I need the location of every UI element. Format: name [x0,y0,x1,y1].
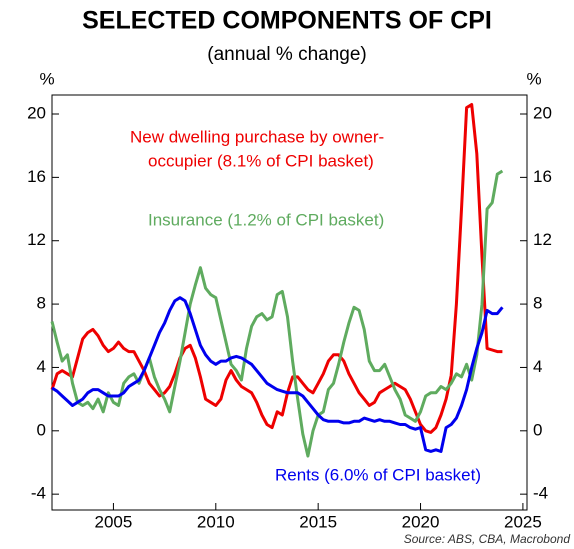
series-line [51,296,504,453]
y2-tick-label: -4 [533,484,548,503]
y-tick-label: 8 [37,294,46,313]
chart-title: SELECTED COMPONENTS OF CPI [82,7,492,35]
y2-tick-label: 12 [533,230,552,249]
plot-frame [51,94,528,511]
y-tick-label: 12 [27,230,46,249]
y-tick-label: 0 [37,420,46,439]
y2-tick-label: 20 [533,103,552,122]
x-tick-label: 2015 [299,512,337,531]
source: Source: ABS, CBA, Macrobond [404,532,571,546]
series-line [50,169,504,458]
annotation: Rents (6.0% of CPI basket) [275,465,481,484]
y2-tick-label: 16 [533,167,552,186]
y2-tick-label: 4 [533,357,542,376]
y-axis-label: % [39,69,54,88]
y-tick-label: -4 [31,484,46,503]
x-tick-label: 2010 [197,512,235,531]
y-tick-label: 16 [27,167,46,186]
y2-tick-label: 8 [533,294,542,313]
y-tick-label: 20 [27,103,46,122]
series-line [50,103,503,434]
x-tick-label: 2005 [95,512,133,531]
y-tick-label: 4 [37,357,46,376]
x-tick-label: 2020 [402,512,440,531]
chart-subtitle: (annual % change) [207,44,367,65]
annotation: Insurance (1.2% of CPI basket) [148,210,384,229]
x-tick-label: 2025 [504,512,542,531]
y2-axis-label: % [526,69,541,88]
y2-tick-label: 0 [533,420,542,439]
annotation: occupier (8.1% of CPI basket) [148,151,374,170]
annotation: New dwelling purchase by owner- [130,127,384,146]
